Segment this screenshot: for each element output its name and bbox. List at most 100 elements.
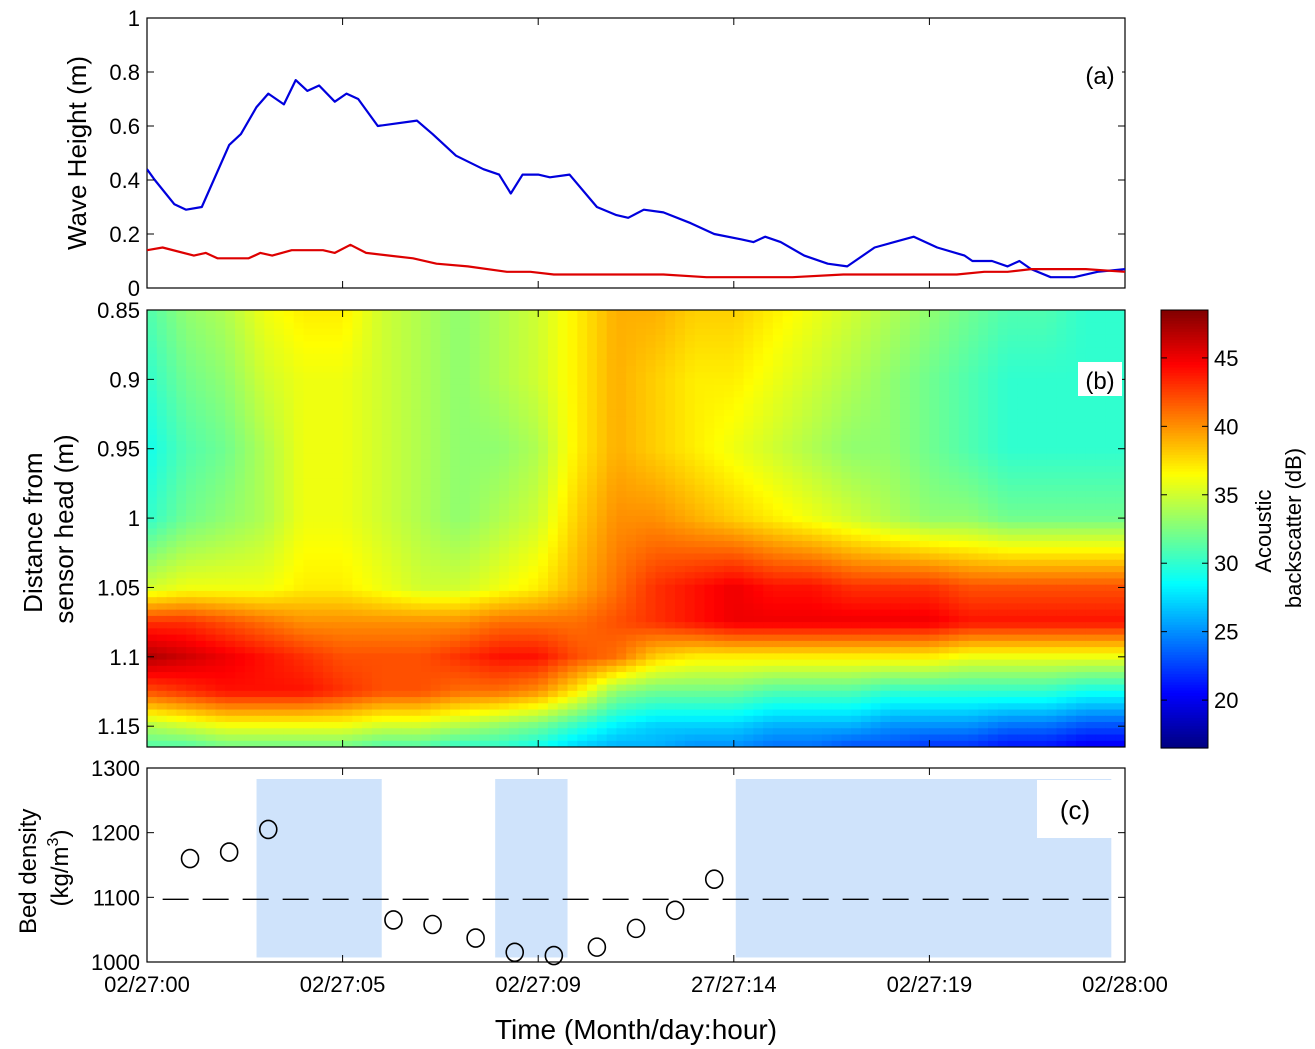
- heatmap-cell: [821, 453, 833, 461]
- heatmap-cell: [528, 565, 539, 573]
- heatmap-cell: [645, 366, 657, 374]
- heatmap-cell: [381, 597, 393, 605]
- heatmap-cell: [860, 353, 872, 361]
- heatmap-cell: [802, 540, 813, 548]
- panel-a-y-tick-label: 0.4: [109, 168, 140, 193]
- heatmap-cell: [1056, 347, 1067, 355]
- heatmap-cell: [391, 522, 402, 530]
- heatmap-cell: [401, 590, 412, 598]
- heatmap-cell: [274, 453, 285, 461]
- heatmap-cell: [900, 334, 911, 342]
- heatmap-cell: [166, 334, 177, 342]
- heatmap-cell: [557, 459, 569, 467]
- heatmap-cell: [362, 384, 373, 392]
- heatmap-cell: [381, 409, 393, 417]
- heatmap-cell: [772, 359, 784, 367]
- heatmap-cell: [870, 353, 882, 361]
- heatmap-cell: [469, 334, 481, 342]
- heatmap-cell: [997, 403, 1009, 411]
- heatmap-cell: [215, 590, 226, 598]
- heatmap-cell: [508, 409, 520, 417]
- heatmap-cell: [831, 559, 842, 567]
- heatmap-cell: [900, 553, 911, 561]
- heatmap-cell: [616, 341, 627, 349]
- heatmap-cell: [567, 416, 578, 423]
- heatmap-cell: [900, 347, 911, 355]
- heatmap-cell: [508, 434, 520, 442]
- heatmap-cell: [303, 384, 314, 392]
- heatmap-cell: [459, 447, 471, 455]
- heatmap-cell: [274, 441, 285, 448]
- heatmap-cell: [900, 528, 911, 536]
- heatmap-cell: [362, 353, 373, 361]
- heatmap-cell: [968, 459, 979, 467]
- heatmap-cell: [567, 353, 578, 361]
- heatmap-cell: [283, 491, 295, 498]
- heatmap-cell: [1066, 378, 1077, 386]
- heatmap-cell: [577, 553, 588, 561]
- heatmap-cell: [1046, 597, 1058, 605]
- heatmap-cell: [225, 359, 236, 367]
- heatmap-cell: [274, 572, 285, 580]
- heatmap-cell: [293, 491, 305, 498]
- heatmap-cell: [851, 372, 862, 380]
- heatmap-cell: [821, 565, 833, 573]
- heatmap-cell: [166, 453, 177, 461]
- heatmap-cell: [929, 397, 940, 405]
- heatmap-cell: [332, 341, 344, 349]
- heatmap-cell: [156, 466, 168, 473]
- heatmap-cell: [714, 528, 725, 536]
- heatmap-cell: [704, 603, 715, 611]
- heatmap-cell: [782, 553, 794, 561]
- heatmap-cell: [587, 509, 598, 517]
- heatmap-cell: [508, 472, 520, 480]
- heatmap-cell: [508, 403, 520, 411]
- heatmap-cell: [626, 347, 637, 355]
- heatmap-cell: [274, 316, 285, 324]
- heatmap-cell: [596, 472, 608, 480]
- heatmap-cell: [303, 466, 314, 473]
- heatmap-cell: [1017, 509, 1028, 517]
- heatmap-cell: [254, 534, 265, 542]
- heatmap-cell: [1095, 509, 1107, 517]
- heatmap-cell: [342, 453, 353, 461]
- heatmap-cell: [313, 434, 324, 442]
- heatmap-cell: [293, 578, 305, 586]
- heatmap-cell: [1115, 572, 1125, 580]
- heatmap-cell: [1076, 422, 1087, 430]
- heatmap-cell: [195, 409, 207, 417]
- heatmap-cell: [929, 553, 940, 561]
- heatmap-cell: [948, 359, 960, 367]
- heatmap-cell: [645, 316, 657, 324]
- heatmap-cell: [244, 491, 256, 498]
- heatmap-cell: [772, 528, 784, 536]
- heatmap-cell: [851, 347, 862, 355]
- heatmap-cell: [988, 428, 999, 436]
- heatmap-cell: [684, 459, 696, 467]
- heatmap-cell: [420, 359, 432, 367]
- heatmap-cell: [958, 391, 970, 398]
- heatmap-cell: [812, 484, 823, 492]
- heatmap-cell: [831, 403, 842, 411]
- heatmap-cell: [714, 603, 725, 611]
- heatmap-cell: [1066, 565, 1077, 573]
- heatmap-cell: [645, 584, 657, 592]
- heatmap-cell: [1066, 353, 1077, 361]
- heatmap-cell: [381, 572, 393, 580]
- heatmap-cell: [518, 565, 530, 573]
- heatmap-cell: [821, 497, 833, 505]
- heatmap-cell: [743, 572, 754, 580]
- heatmap-cell: [968, 578, 979, 586]
- panel-a-series: [147, 78, 1125, 279]
- heatmap-cell: [264, 434, 275, 442]
- heatmap-cell: [1095, 559, 1107, 567]
- heatmap-cell: [479, 534, 490, 542]
- heatmap-cell: [401, 391, 412, 398]
- heatmap-cell: [1027, 434, 1038, 442]
- heatmap-cell: [1017, 341, 1028, 349]
- heatmap-cell: [323, 472, 334, 480]
- heatmap-cell: [577, 334, 588, 342]
- heatmap-cell: [440, 559, 451, 567]
- heatmap-cell: [958, 378, 970, 386]
- heatmap-cell: [812, 597, 823, 605]
